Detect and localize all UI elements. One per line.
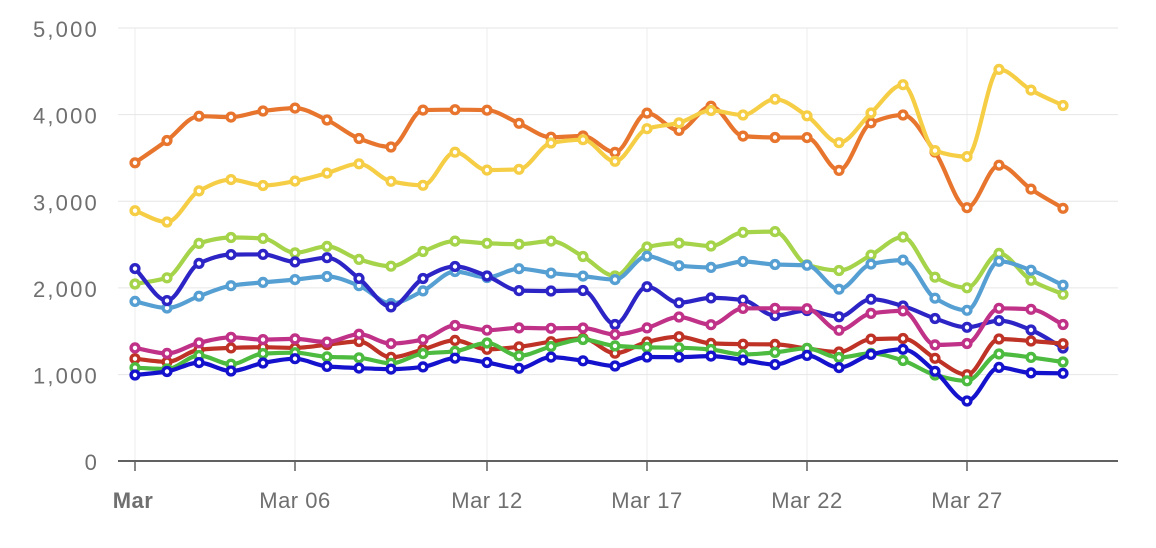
svg-text:Mar 12: Mar 12 xyxy=(451,488,522,513)
svg-text:0: 0 xyxy=(85,450,99,475)
svg-text:5,000: 5,000 xyxy=(33,17,99,42)
svg-text:Mar 06: Mar 06 xyxy=(259,488,330,513)
svg-text:3,000: 3,000 xyxy=(33,190,99,215)
svg-text:Mar 27: Mar 27 xyxy=(931,488,1002,513)
svg-text:4,000: 4,000 xyxy=(33,104,99,129)
svg-text:1,000: 1,000 xyxy=(33,364,99,389)
svg-text:Mar 17: Mar 17 xyxy=(611,488,682,513)
svg-text:2,000: 2,000 xyxy=(33,277,99,302)
svg-text:Mar: Mar xyxy=(113,488,154,513)
svg-text:Mar 22: Mar 22 xyxy=(771,488,842,513)
